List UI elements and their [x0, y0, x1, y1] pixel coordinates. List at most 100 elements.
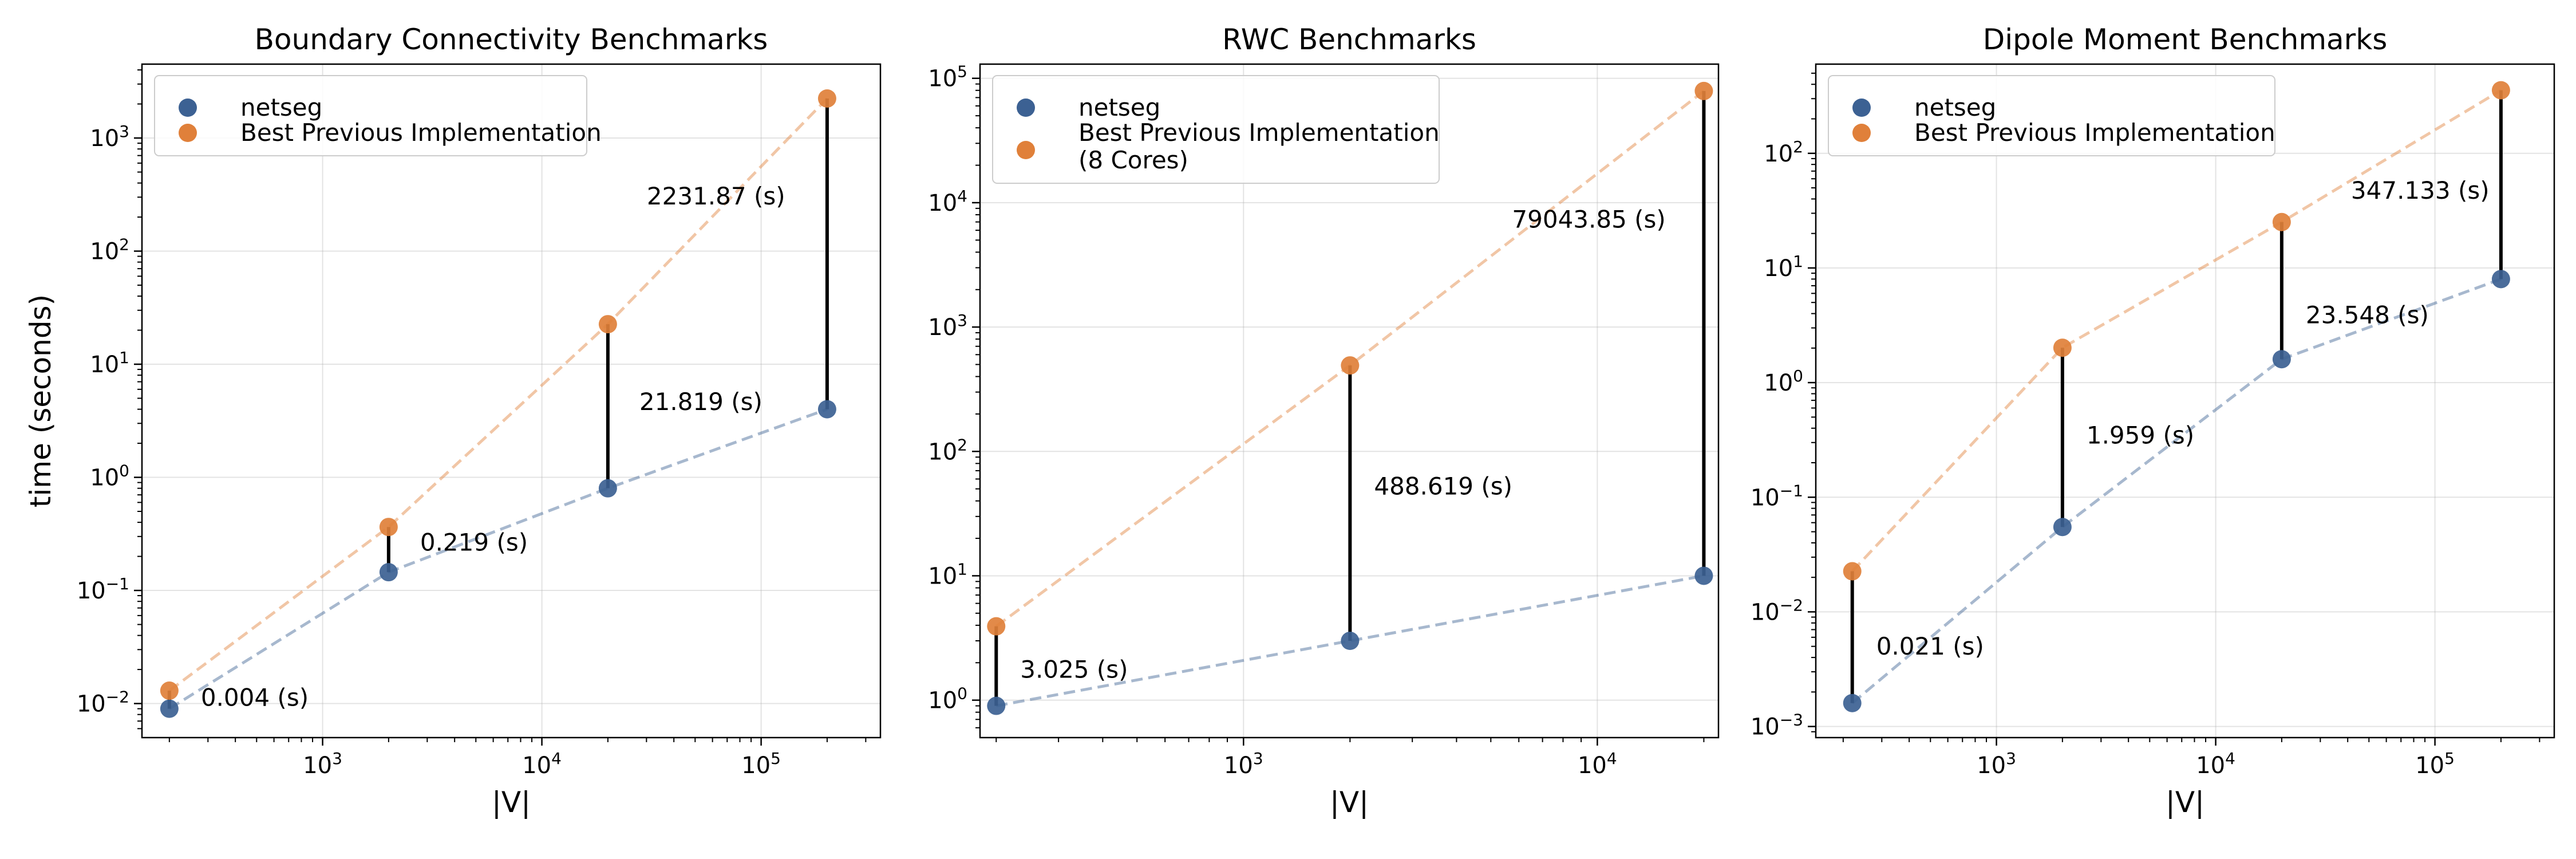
time-difference-annotation: 1.959 (s): [2087, 421, 2194, 449]
x-axis-label: |V|: [2166, 786, 2204, 819]
x-axis-label: |V|: [1330, 786, 1369, 819]
minor-ticks: [1811, 72, 2541, 742]
point-netseg: [987, 696, 1006, 715]
point-netseg: [1694, 566, 1713, 585]
point-netseg: [379, 563, 398, 582]
x-tick-label: 103: [1224, 749, 1263, 779]
legend-label-previous: Best Previous Implementation (8 Cores): [1078, 119, 1440, 174]
chart-title: Dipole Moment Benchmarks: [1983, 23, 2388, 56]
legend-box: [992, 75, 1440, 184]
y-tick-label: 101: [928, 559, 967, 589]
time-difference-annotation: 488.619 (s): [1374, 472, 1512, 501]
time-difference-annotation: 347.133 (s): [2351, 176, 2490, 204]
y-tick-label: 104: [928, 187, 967, 216]
point-previous: [1341, 356, 1360, 375]
legend-label-netseg: netseg: [1914, 93, 1996, 121]
time-difference-annotation: 3.025 (s): [1020, 655, 1128, 683]
x-tick-label: 105: [2415, 749, 2455, 779]
x-tick-label: 104: [522, 749, 562, 779]
chart-title: RWC Benchmarks: [1222, 23, 1476, 56]
chart-panel-2: 103 104 100 101 102 103 104 105 RWC Benchmarks |V…: [928, 23, 1720, 819]
time-difference-annotation: 79043.85 (s): [1512, 206, 1665, 234]
grid: [142, 64, 880, 738]
y-tick-label: 102: [928, 435, 967, 465]
plot-frame: [1815, 63, 2555, 739]
legend-marker-previous: [179, 124, 197, 142]
point-previous: [1694, 81, 1713, 100]
point-netseg: [1341, 632, 1360, 651]
plot-frame: [979, 63, 1720, 739]
series-line-netseg: [168, 408, 828, 710]
point-netseg: [1843, 693, 1862, 712]
x-tick-label: 103: [303, 749, 342, 779]
legend-label-previous: Best Previous Implementation: [1914, 119, 2275, 147]
x-tick-label: 104: [1578, 749, 1617, 779]
y-tick-label: 10−1: [77, 574, 129, 604]
y-tick-label: 102: [90, 235, 129, 265]
series-line-netseg: [1851, 277, 2502, 704]
point-previous: [987, 617, 1006, 636]
y-tick-label: 103: [90, 122, 129, 152]
point-previous: [2272, 212, 2291, 231]
x-tick-label: 105: [741, 749, 781, 779]
point-previous: [2491, 81, 2510, 100]
y-tick-label: 10−3: [1751, 711, 1803, 740]
point-previous: [160, 681, 179, 700]
point-previous: [1843, 562, 1862, 581]
point-netseg: [2491, 270, 2510, 289]
time-difference-annotation: 2231.87 (s): [647, 182, 785, 210]
y-tick-label: 101: [1764, 252, 1803, 282]
point-netseg: [2053, 518, 2072, 537]
point-previous: [598, 315, 617, 334]
chart-panel-3: 103 104 105 10−3 10−2 10−1 100 101 102 Dipole Mom…: [1751, 23, 2555, 819]
time-difference-annotation: 21.819 (s): [639, 388, 762, 416]
series-line-previous: [168, 97, 828, 692]
y-tick-label: 103: [928, 311, 967, 341]
point-netseg: [817, 400, 836, 419]
legend-marker-netseg: [1017, 98, 1035, 117]
x-axis-label: |V|: [492, 786, 531, 819]
legend-box: [154, 75, 587, 156]
point-netseg: [2272, 350, 2291, 369]
plot-frame: [141, 63, 882, 739]
chart-title: Boundary Connectivity Benchmarks: [255, 23, 768, 56]
point-netseg: [160, 699, 179, 718]
y-tick-label: 101: [90, 348, 129, 378]
grid: [1816, 64, 2554, 738]
minor-ticks: [137, 69, 867, 742]
point-previous: [2053, 338, 2072, 357]
y-tick-label: 100: [1764, 367, 1803, 396]
y-tick-label: 10−2: [77, 688, 129, 718]
y-tick-label: 102: [1764, 137, 1803, 167]
point-previous: [379, 518, 398, 537]
y-tick-label: 10−1: [1751, 481, 1803, 511]
point-previous: [817, 89, 836, 108]
chart-panel-1: 103 104 105 10−2 10−1 100 101 102 103 Boundary Co…: [24, 23, 882, 819]
series-line-previous: [1851, 89, 2502, 573]
legend-marker-previous: [1852, 124, 1871, 142]
time-difference-annotation: 23.548 (s): [2306, 301, 2429, 329]
legend-marker-netseg: [1852, 98, 1871, 117]
time-difference-annotation: 0.021 (s): [1876, 632, 1984, 660]
y-tick-label: 105: [928, 62, 967, 92]
y-axis-label: time (seconds): [24, 294, 57, 507]
y-tick-label: 10−2: [1751, 596, 1803, 625]
legend-label-previous: Best Previous Implementation: [240, 119, 602, 147]
legend-marker-previous: [1017, 141, 1035, 159]
y-tick-label: 100: [90, 462, 129, 491]
point-netseg: [598, 479, 617, 498]
time-difference-annotation: 0.004 (s): [201, 684, 309, 712]
time-difference-annotation: 0.219 (s): [420, 529, 528, 557]
x-tick-label: 104: [2196, 749, 2235, 779]
y-tick-label: 100: [928, 684, 967, 714]
legend-label-netseg: netseg: [1078, 93, 1160, 121]
x-tick-label: 103: [1977, 749, 2016, 779]
legend-box: [1828, 75, 2275, 156]
minor-ticks: [975, 83, 1705, 742]
legend-marker-netseg: [179, 98, 197, 117]
legend-label-netseg: netseg: [240, 93, 322, 121]
